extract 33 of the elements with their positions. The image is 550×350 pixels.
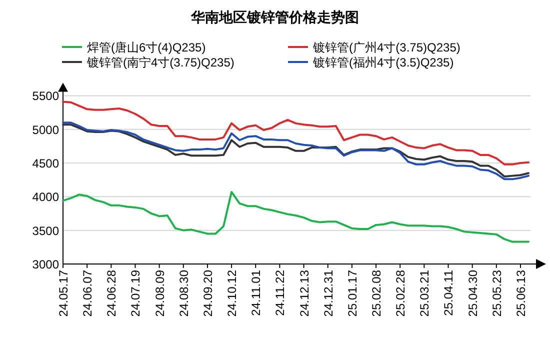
x-tick-label: 24.08.30: [176, 270, 191, 317]
x-tick-label: 24.07.19: [128, 270, 143, 317]
x-tick-label: 24.06.28: [104, 270, 119, 317]
x-tick-label: 25.02.28: [394, 270, 408, 317]
x-tick-label: 25.05.23: [490, 270, 504, 317]
x-tick-label: 24.12.13: [297, 270, 312, 317]
x-tick-label: 25.04.30: [466, 270, 480, 317]
y-tick-label: 5000: [32, 122, 60, 137]
legend-label: 镀锌管(福州4寸(3.5)Q235): [312, 56, 454, 70]
line-series: [62, 190, 530, 243]
x-tick-label: 25.06.13: [514, 270, 528, 317]
x-tick-label: 24.10.12: [225, 270, 240, 317]
x-tick-label: 24.11.22: [273, 270, 288, 316]
x-tick-label: 25.02.08: [370, 270, 384, 317]
chart-title: 华南地区镀锌管价格走势图: [190, 9, 359, 25]
legend-label: 镀锌管(广州4寸(3.75)Q235): [312, 40, 460, 54]
legend-label: 镀锌管(南宁4寸(3.75)Q235): [86, 56, 234, 70]
y-tick-label: 3500: [32, 224, 60, 238]
x-tick-label: 24.08.09: [152, 270, 167, 317]
y-tick-label: 4500: [32, 156, 60, 171]
y-tick-label: 4000: [32, 190, 60, 204]
x-tick-label: 24.12.31: [321, 270, 336, 317]
legend-label: 焊管(唐山6寸(4)Q235): [87, 40, 206, 54]
x-tick-label: 25.03.21: [418, 270, 432, 317]
x-tick-label: 25.04.11: [442, 270, 456, 316]
y-tick-label: 5500: [32, 89, 60, 104]
x-tick-label: 24.11.01: [249, 270, 264, 316]
line-series: [62, 100, 530, 166]
x-tick-label: 24.06.07: [80, 270, 95, 317]
x-tick-label: 24.09.20: [200, 270, 215, 317]
x-tick-label: 24.05.17: [56, 270, 70, 317]
x-tick-label: 25.01.17: [345, 270, 360, 317]
y-tick-label: 3000: [32, 258, 60, 272]
